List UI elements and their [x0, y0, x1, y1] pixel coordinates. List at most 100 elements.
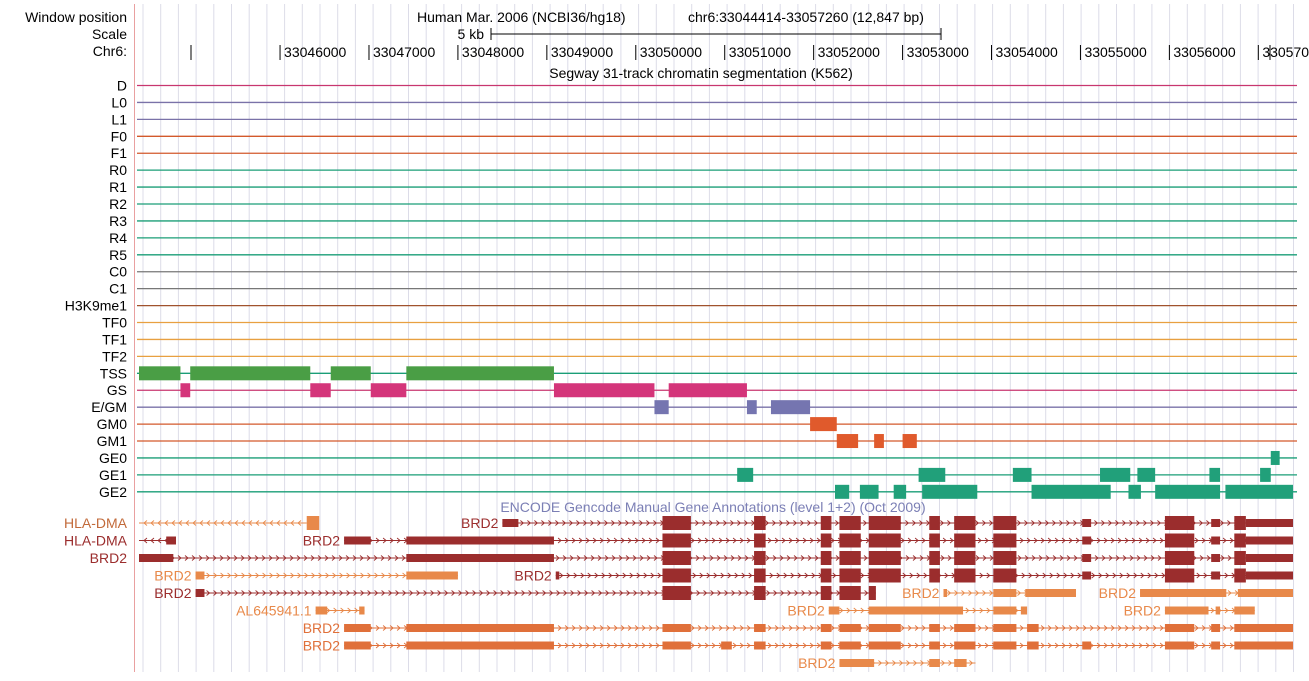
gene-transcript[interactable]: AL645941.1: [236, 603, 365, 619]
transcript-label[interactable]: AL645941.1: [236, 603, 312, 619]
segway-track-row[interactable]: TF1: [102, 331, 1297, 347]
strand-chevron: [601, 572, 606, 579]
transcript-label[interactable]: BRD2: [303, 638, 341, 654]
transcript-label[interactable]: BRD2: [1099, 585, 1137, 601]
segway-track-row[interactable]: F1: [111, 145, 1297, 161]
segway-track-row[interactable]: GE0: [99, 450, 1297, 466]
transcript-label[interactable]: BRD2: [303, 533, 341, 549]
strand-chevron: [1110, 537, 1115, 544]
strand-chevron: [1047, 625, 1052, 631]
segway-track-row[interactable]: GE1: [99, 467, 1297, 483]
segway-track-row[interactable]: TSS: [100, 365, 1297, 381]
segway-track-row[interactable]: C1: [109, 281, 1297, 297]
strand-chevron: [585, 642, 590, 649]
strand-chevron: [626, 590, 631, 596]
strand-chevron: [430, 590, 435, 596]
gene-transcript[interactable]: BRD2: [154, 585, 876, 601]
strand-chevron: [578, 625, 583, 631]
gene-transcript[interactable]: BRD2: [461, 515, 1293, 531]
transcript-label[interactable]: BRD2: [514, 568, 552, 584]
segway-track-row[interactable]: L0: [111, 94, 1297, 110]
gene-transcript[interactable]: BRD2: [902, 585, 1077, 601]
strand-chevron: [324, 555, 329, 561]
strand-chevron: [802, 642, 807, 649]
exon-block: [306, 516, 320, 530]
segway-track-row[interactable]: GM1: [97, 433, 1297, 449]
strand-chevron: [303, 555, 308, 561]
segway-segment: [553, 383, 655, 398]
gene-side-label[interactable]: HLA-DMA: [64, 515, 128, 531]
strand-chevron: [402, 590, 407, 596]
gene-track-group[interactable]: ENCODE Gencode Manual Gene Annotations (…: [64, 499, 1293, 671]
strand-chevron: [1117, 625, 1122, 631]
strand-chevron: [1040, 537, 1045, 544]
strand-chevron: [269, 520, 274, 526]
gene-side-label[interactable]: HLA-DMA: [64, 533, 128, 549]
segway-track-row[interactable]: R3: [109, 213, 1297, 229]
transcript-label[interactable]: BRD2: [154, 585, 192, 601]
strand-chevron: [1070, 572, 1075, 579]
exon-block: [1245, 519, 1293, 527]
strand-chevron: [1159, 537, 1164, 544]
segway-track-row[interactable]: TF0: [102, 315, 1297, 331]
gene-side-label[interactable]: BRD2: [90, 550, 128, 566]
segway-track-row[interactable]: GE2: [99, 484, 1297, 500]
segway-track-row[interactable]: C0: [109, 264, 1297, 280]
strand-chevron: [947, 520, 952, 526]
strand-chevron: [1224, 572, 1229, 579]
segway-track-row[interactable]: R1: [109, 179, 1297, 195]
gene-transcript[interactable]: BRD2: [154, 568, 458, 584]
segway-track-row[interactable]: TF2: [102, 348, 1297, 364]
segway-track-row[interactable]: L1: [111, 111, 1297, 127]
gene-transcript[interactable]: BRD2: [303, 620, 1293, 636]
strand-chevron: [248, 572, 253, 579]
transcript-label[interactable]: BRD2: [1124, 603, 1162, 619]
segway-track-row[interactable]: E/GM: [91, 399, 1297, 415]
strand-chevron: [557, 642, 562, 649]
gene-transcript[interactable]: BRD2: [1099, 585, 1293, 601]
segway-track-row[interactable]: H3K9me1: [65, 298, 1297, 314]
gene-transcript[interactable]: BRD2: [303, 533, 1293, 549]
gene-transcript[interactable]: [139, 516, 320, 530]
transcript-label[interactable]: BRD2: [303, 620, 341, 636]
strand-chevron: [1089, 625, 1094, 631]
gene-transcript[interactable]: BRD2: [787, 603, 1028, 619]
gene-transcript[interactable]: BRD2: [303, 638, 1293, 654]
segway-track-row[interactable]: R0: [109, 162, 1297, 178]
strand-chevron: [598, 590, 603, 596]
segway-track-row[interactable]: D: [117, 78, 1297, 94]
segway-track-group[interactable]: Segway 31-track chromatin segmentation (…: [65, 65, 1297, 500]
strand-chevron: [1140, 572, 1145, 579]
gene-transcript[interactable]: [139, 536, 176, 545]
gene-transcript[interactable]: BRD2: [1124, 603, 1255, 619]
gene-transcript[interactable]: BRD2: [798, 655, 976, 671]
strand-chevron: [1154, 572, 1159, 579]
segway-track-row[interactable]: F0: [111, 128, 1297, 144]
segway-track-row[interactable]: R4: [109, 230, 1297, 246]
strand-chevron: [185, 520, 190, 526]
transcript-label[interactable]: BRD2: [798, 655, 836, 671]
strand-chevron: [1159, 625, 1164, 631]
gene-transcript[interactable]: [139, 551, 1293, 565]
strand-chevron: [741, 572, 746, 579]
strand-chevron: [814, 555, 819, 561]
segway-segment: [1260, 467, 1271, 482]
transcript-label[interactable]: BRD2: [902, 585, 940, 601]
strand-chevron: [949, 625, 954, 631]
exon-block: [993, 516, 1017, 530]
segway-track-row[interactable]: R5: [109, 247, 1297, 263]
transcript-label[interactable]: BRD2: [787, 603, 825, 619]
segway-track-row[interactable]: GS: [107, 382, 1297, 398]
strand-chevron: [1075, 625, 1080, 631]
strand-chevron: [702, 555, 707, 561]
gene-transcript[interactable]: BRD2: [514, 568, 1293, 584]
exon-block: [1211, 519, 1221, 527]
transcript-label[interactable]: BRD2: [461, 515, 499, 531]
strand-chevron: [205, 555, 210, 561]
transcript-label[interactable]: BRD2: [154, 568, 192, 584]
segway-track-row[interactable]: R2: [109, 196, 1297, 212]
strand-chevron: [199, 520, 204, 526]
strand-chevron: [171, 520, 176, 526]
segway-track-row[interactable]: GM0: [97, 416, 1297, 432]
